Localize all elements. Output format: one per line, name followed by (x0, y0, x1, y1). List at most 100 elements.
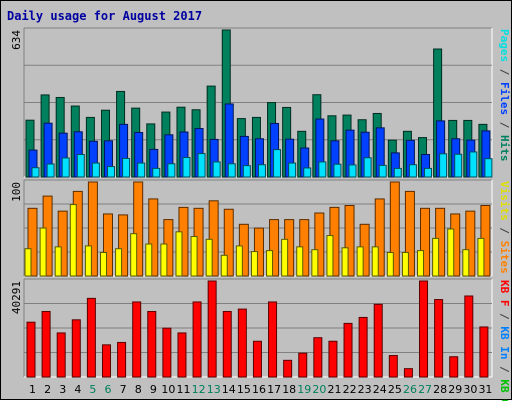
bar-kb-f (403, 368, 413, 378)
bar-pages (318, 161, 327, 178)
bar-kb-f (56, 332, 66, 378)
day-label: 20 (312, 383, 326, 396)
bar-kb-f (434, 299, 444, 378)
bar-pages (46, 163, 55, 178)
panel-max-label: 100 (10, 182, 23, 202)
bar-sites (87, 181, 98, 277)
bar-pages (106, 166, 115, 178)
bar-visits (175, 231, 183, 277)
bar-kb-f (132, 301, 142, 378)
bar-pages (484, 158, 493, 178)
bar-kb-f (388, 355, 398, 378)
bar-visits (145, 243, 153, 277)
bar-visits (115, 248, 123, 277)
bar-pages (273, 149, 282, 178)
bar-pages (122, 157, 131, 178)
panel-max-label: 634 (10, 30, 23, 50)
legend-item: / (498, 307, 511, 327)
bar-visits (84, 245, 92, 277)
bar-visits (250, 251, 258, 277)
bar-kb-f (177, 332, 187, 378)
bar-visits (190, 236, 198, 277)
legend-item: / (498, 221, 511, 241)
bar-pages (333, 163, 342, 178)
bar-sites (223, 208, 234, 277)
bar-visits (477, 237, 485, 277)
day-label: 16 (252, 383, 266, 396)
bar-kb-f (479, 326, 489, 378)
day-label: 11 (177, 383, 191, 396)
bar-kb-f (358, 316, 368, 378)
bar-pages (31, 167, 40, 178)
day-label: 7 (120, 383, 127, 396)
day-label: 10 (161, 383, 175, 396)
day-label: 26 (403, 383, 417, 396)
bar-pages (378, 164, 387, 178)
day-label: 8 (135, 383, 142, 396)
bar-pages (408, 164, 417, 178)
day-label: 21 (327, 383, 341, 396)
bar-visits (235, 245, 243, 277)
bar-kb-f (26, 321, 36, 378)
bar-sites (465, 210, 476, 277)
legend-item: Pages (498, 29, 511, 62)
legend-item: KB In (498, 326, 511, 359)
panel-1: 634 Pages / Files / Hits (10, 27, 511, 178)
panel-3: 40291 KB F / KB In / KB Out (10, 278, 511, 401)
bar-pages (303, 167, 312, 178)
bar-kb-f (268, 301, 278, 378)
bar-visits (220, 254, 228, 277)
bar-visits (447, 228, 455, 277)
day-label: 3 (59, 383, 66, 396)
legend-item: KB F (498, 280, 511, 307)
panel-max-label: 40291 (10, 281, 23, 314)
bar-pages (288, 162, 297, 178)
legend-item: Sites (498, 241, 511, 274)
bar-visits (266, 250, 274, 277)
bar-sites (102, 213, 113, 277)
bar-pages (424, 167, 433, 178)
legend-item: KB Out (498, 379, 511, 401)
bar-visits (386, 252, 394, 277)
bar-sites (133, 181, 144, 277)
bar-kb-f (313, 337, 323, 378)
bar-kb-f (237, 308, 247, 378)
day-label: 19 (297, 383, 311, 396)
bar-visits (205, 238, 213, 277)
legend-item: Files (498, 82, 511, 115)
bar-kb-f (162, 327, 172, 378)
bar-sites (389, 181, 400, 277)
bar-pages (242, 165, 251, 178)
panel-legend: KB F / KB In / KB Out (498, 280, 511, 401)
bar-visits (281, 238, 289, 277)
bar-pages (76, 154, 85, 178)
bar-visits (69, 204, 77, 277)
bar-sites (420, 207, 431, 277)
day-axis-labels: 1 2 3 4 5 6 7 8 9 10 11 12 13 14 15 16 17 18 19 20 21 22 23 24 2… (29, 383, 492, 396)
bar-kb-f (207, 280, 217, 378)
bar-visits (356, 246, 364, 277)
day-label: 25 (388, 383, 402, 396)
bar-pages (363, 157, 372, 178)
series-pages (31, 149, 493, 178)
bar-sites (148, 198, 159, 277)
day-label: 13 (207, 383, 221, 396)
bar-sites (314, 212, 325, 277)
bar-sites (118, 214, 129, 277)
bar-visits (341, 247, 349, 277)
day-label: 22 (343, 383, 357, 396)
bar-kb-f (298, 352, 308, 378)
bar-visits (39, 227, 47, 277)
bar-kb-f (117, 341, 127, 378)
bar-kb-f (283, 359, 293, 378)
bar-kb-f (252, 340, 262, 378)
day-label: 23 (358, 383, 372, 396)
day-label: 31 (478, 383, 492, 396)
panel-legend: Pages / Files / Hits (498, 29, 511, 162)
bar-kb-f (147, 310, 157, 378)
bar-kb-f (101, 344, 111, 378)
bar-pages (182, 157, 191, 178)
bar-visits (462, 249, 470, 277)
bar-kb-f (328, 340, 338, 378)
